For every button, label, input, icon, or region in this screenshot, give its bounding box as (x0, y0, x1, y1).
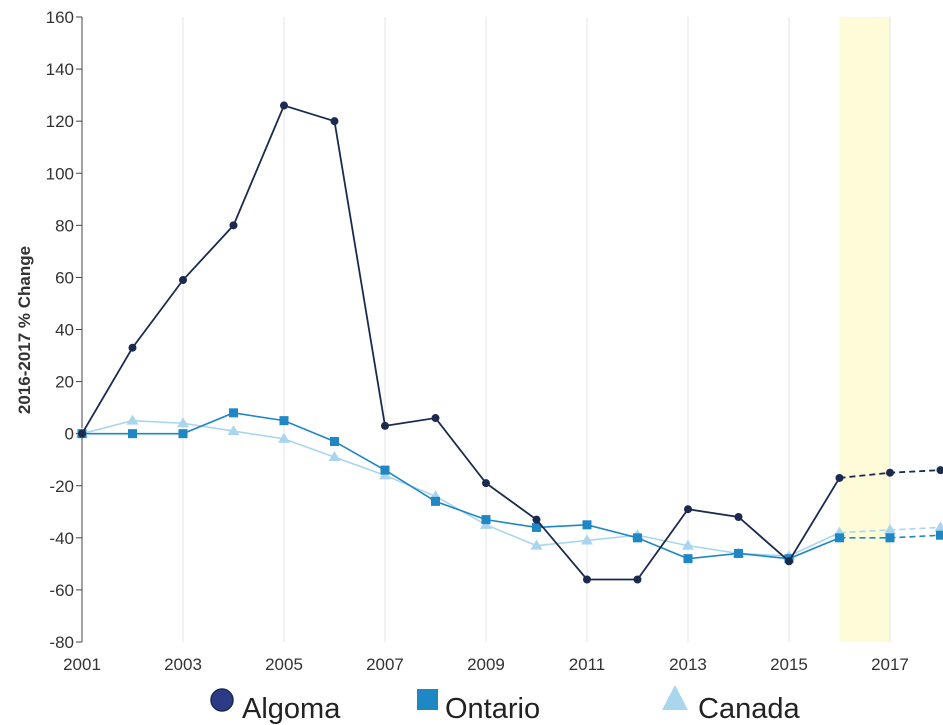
y-tick-label: 20 (55, 373, 74, 392)
y-tick-label: 140 (46, 60, 74, 79)
series-layer (76, 101, 943, 584)
legend: Algoma Ontario Canada (210, 685, 800, 725)
data-point-canada (681, 539, 694, 550)
data-point-ontario (733, 548, 743, 558)
legend-label-canada: Canada (698, 693, 800, 725)
legend-label-ontario: Ontario (445, 693, 540, 725)
y-tick-label: 60 (55, 268, 74, 287)
data-point-canada (934, 521, 943, 532)
x-tick-label: 2003 (164, 655, 202, 674)
data-point-algoma (380, 421, 389, 430)
data-point-algoma (128, 343, 137, 352)
data-point-canada (176, 417, 189, 428)
data-point-ontario (885, 533, 895, 543)
y-tick-label: 0 (65, 425, 74, 444)
legend-label-algoma: Algoma (242, 693, 341, 725)
data-point-algoma (532, 515, 541, 524)
data-point-algoma (279, 101, 288, 110)
y-tick-label: 120 (46, 112, 74, 131)
data-point-algoma (78, 429, 86, 438)
x-tick-label: 2005 (265, 655, 303, 674)
data-point-ontario (834, 533, 844, 543)
x-tick-label: 2001 (63, 655, 101, 674)
y-tick-label: -40 (49, 529, 74, 548)
y-tick-label: -60 (49, 581, 74, 600)
legend-marker-algoma (210, 688, 234, 712)
data-point-algoma (481, 479, 490, 488)
y-tick-label: -20 (49, 477, 74, 496)
data-point-canada (277, 432, 290, 443)
data-point-algoma (178, 276, 187, 285)
y-tick-label: 40 (55, 321, 74, 340)
data-point-ontario (531, 522, 541, 532)
data-point-canada (227, 425, 240, 436)
data-point-ontario (632, 533, 642, 543)
legend-marker-canada (662, 685, 688, 710)
y-axis-label: 2016-2017 % Change (15, 246, 34, 414)
projection-band-layer (839, 17, 890, 642)
data-point-canada (126, 414, 139, 425)
data-point-ontario (430, 496, 440, 506)
y-tick-label: 160 (46, 8, 74, 27)
data-point-algoma (734, 513, 743, 521)
y-tick-label: -80 (49, 633, 74, 652)
x-tick-label: 2017 (871, 655, 909, 674)
data-point-algoma (835, 473, 844, 482)
data-point-ontario (380, 465, 390, 475)
data-point-algoma (936, 466, 943, 475)
data-point-algoma (633, 575, 642, 584)
gridlines (182, 17, 891, 642)
data-point-algoma (683, 505, 692, 514)
data-point-ontario (582, 520, 592, 530)
data-point-ontario (178, 429, 188, 439)
x-tick-label: 2011 (569, 655, 606, 674)
data-point-ontario (127, 429, 137, 439)
data-point-ontario (683, 554, 693, 564)
data-point-algoma (784, 557, 793, 566)
x-tick-label: 2015 (770, 655, 808, 674)
y-tick-label: 100 (46, 164, 74, 183)
legend-marker-ontario (417, 689, 438, 710)
x-tick-label: 2013 (669, 655, 707, 674)
x-tick-labels: 2001 2003 2005 2007 2009 2011 2013 2015 2017 (63, 655, 909, 674)
data-point-algoma (431, 414, 440, 423)
series-line-algoma (81, 104, 841, 581)
data-point-algoma (885, 468, 894, 477)
data-point-algoma (582, 575, 591, 584)
data-point-ontario (279, 416, 289, 426)
data-point-canada (580, 534, 593, 545)
data-point-canada (328, 451, 341, 462)
series-algoma (78, 101, 943, 584)
data-point-canada (530, 539, 543, 550)
x-tick-label: 2009 (467, 655, 505, 674)
y-tick-label: 80 (55, 216, 74, 235)
data-point-algoma (330, 117, 339, 126)
data-point-canada (883, 524, 896, 535)
data-point-ontario (481, 515, 491, 525)
projection-highlight-band (839, 17, 890, 642)
x-tick-label: 2007 (366, 655, 404, 674)
data-point-ontario (935, 530, 943, 540)
series-line-ontario (82, 412, 840, 560)
data-point-ontario (228, 408, 238, 418)
data-point-algoma (229, 221, 238, 230)
data-point-ontario (329, 436, 339, 446)
y-tick-labels: 160 140 120 100 80 60 40 20 0 -20 -40 -60 -80 (46, 8, 82, 652)
